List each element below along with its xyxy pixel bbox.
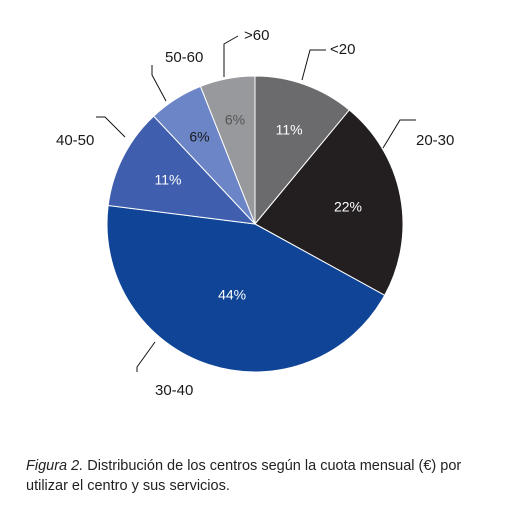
value-label-50-60: 6% — [189, 129, 209, 145]
caption-text: Distribución de los centros según la cuo… — [26, 458, 462, 494]
category-label-50-60: 50-60 — [165, 49, 203, 66]
category-labels: <20 20-30 30-40 40-50 50-60 >60 — [56, 27, 454, 399]
leader-line-50-60 — [151, 65, 167, 102]
pie-slice-20-30 — [254, 109, 404, 296]
pie-slice-40-50 — [107, 115, 257, 225]
category-label-gt-60: >60 — [244, 27, 269, 44]
leader-line-lt-20 — [301, 49, 326, 81]
figure-caption: Figura 2. Distribución de los centros se… — [26, 456, 496, 496]
leader-line-40-50 — [96, 116, 126, 138]
category-label-lt-20: <20 — [330, 41, 355, 58]
value-label-20-30: 22% — [334, 198, 362, 214]
category-label-40-50: 40-50 — [56, 132, 94, 149]
category-label-30-40: 30-40 — [155, 382, 193, 399]
pie-slice-30-40 — [106, 204, 386, 373]
pie-slices — [106, 75, 404, 373]
value-label-40-50: 11% — [155, 172, 182, 188]
pie-slice-lt-20 — [254, 75, 351, 226]
percentage-labels: 11% 22% 44% 11% 6% 6% — [155, 111, 363, 302]
leader-line-gt-60 — [223, 35, 239, 77]
figure-label: Figura 2. — [26, 458, 84, 474]
callout-leader-lines — [96, 35, 416, 372]
pie-chart: 11% 22% 44% 11% 6% 6% <20 20-30 30-40 40-50 50-60… — [56, 27, 454, 399]
value-label-gt-60: 6% — [225, 111, 245, 127]
category-label-20-30: 20-30 — [416, 132, 454, 149]
value-label-30-40: 44% — [218, 286, 246, 302]
value-label-lt-20: 11% — [276, 121, 303, 137]
pie-slice-gt-60 — [199, 75, 256, 225]
leader-line-20-30 — [382, 119, 416, 149]
leader-line-30-40 — [136, 341, 156, 372]
